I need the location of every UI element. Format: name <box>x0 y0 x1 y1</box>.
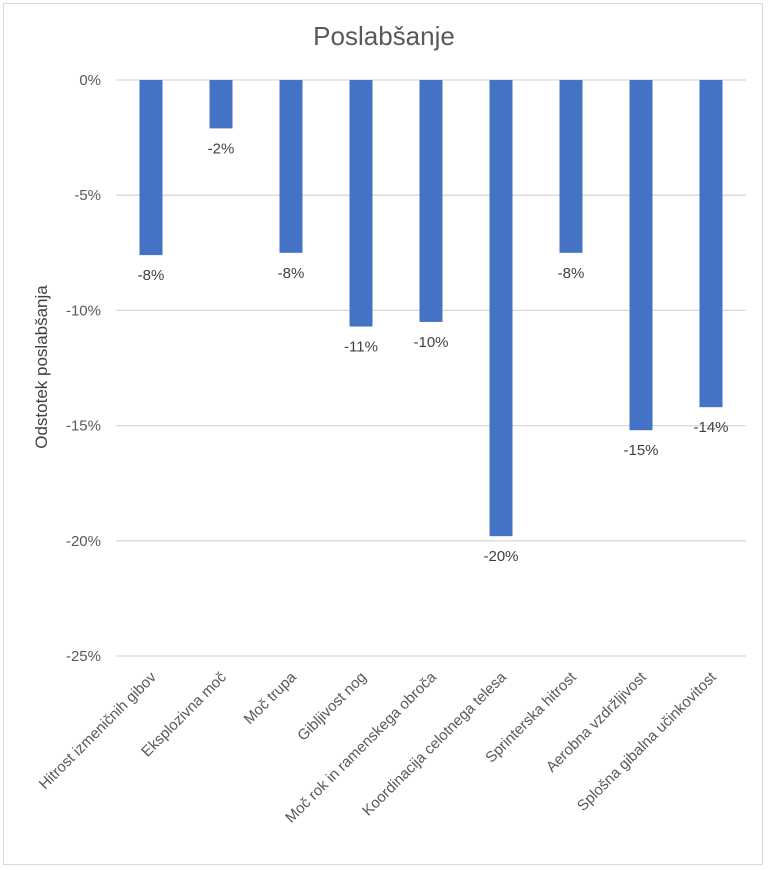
category-label: Koordinacija celotnega telesa <box>359 668 510 819</box>
bar <box>559 80 583 253</box>
data-label: -14% <box>693 419 728 436</box>
data-labels: -8% -2% -8% -11% -10% -20% -8% -15% -14% <box>138 140 729 565</box>
y-tick-label: -25% <box>66 648 101 665</box>
y-tick-label: -5% <box>74 187 101 204</box>
bar <box>489 80 513 537</box>
category-label: Splošna gibalna učinkovitost <box>574 668 720 814</box>
y-tick-label: -15% <box>66 418 101 435</box>
y-tick-label: -10% <box>66 302 101 319</box>
data-label: -8% <box>138 267 165 284</box>
bar <box>349 80 373 327</box>
chart-title: Poslabšanje <box>313 21 455 51</box>
category-label: Hitrost izmeničnih gibov <box>36 668 160 792</box>
y-tick-labels: 0% -5% -10% -15% -20% -25% <box>66 72 101 665</box>
bar <box>279 80 303 253</box>
data-label: -8% <box>558 265 585 282</box>
data-label: -10% <box>413 334 448 351</box>
bar <box>419 80 443 322</box>
bars <box>139 80 723 537</box>
data-label: -20% <box>483 548 518 565</box>
data-label: -8% <box>278 265 305 282</box>
bar <box>629 80 653 431</box>
bar <box>209 80 233 129</box>
bar <box>139 80 163 256</box>
data-label: -15% <box>623 442 658 459</box>
bar <box>699 80 723 408</box>
category-label: Moč rok in ramenskega obroča <box>282 668 440 826</box>
y-tick-label: -20% <box>66 533 101 550</box>
y-tick-label: 0% <box>79 72 101 89</box>
data-label: -2% <box>208 140 235 157</box>
data-label: -11% <box>344 339 378 356</box>
category-label: Moč trupa <box>241 668 301 728</box>
category-label: Gibljivost nog <box>294 669 370 745</box>
y-axis-label: Odstotek poslabšanja <box>32 285 51 449</box>
